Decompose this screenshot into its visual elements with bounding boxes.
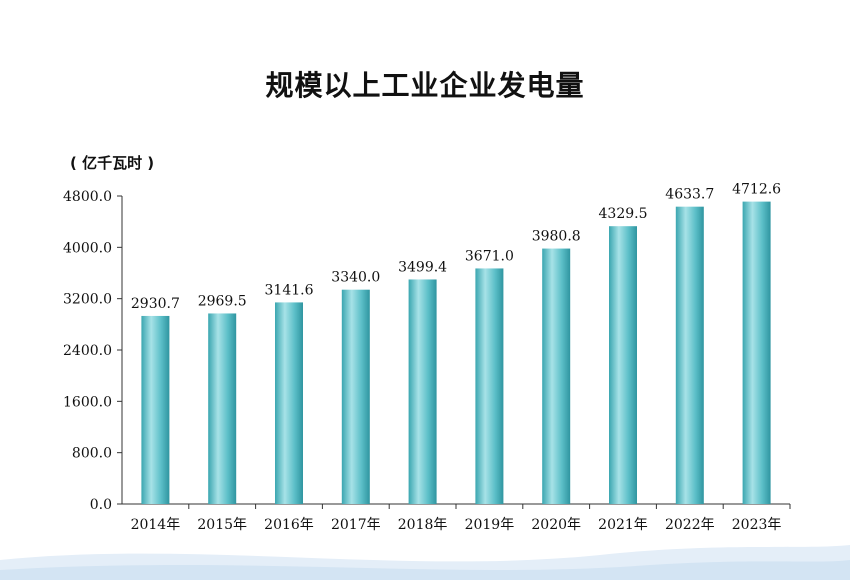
bar-value-label: 3980.8 <box>532 229 581 245</box>
bar-value-label: 4712.6 <box>732 182 781 198</box>
bar-value-label: 3671.0 <box>465 248 514 264</box>
y-tick-label: 4800.0 <box>63 189 112 205</box>
chart-title: 规模以上工业企业发电量 <box>265 69 585 102</box>
y-tick-label: 2400.0 <box>63 343 112 359</box>
bar-value-label: 3141.6 <box>265 282 314 298</box>
x-tick-label: 2019年 <box>465 517 515 533</box>
footer-wave-decoration <box>0 545 850 580</box>
x-tick-label: 2022年 <box>665 517 715 533</box>
y-tick-label: 0.0 <box>90 497 112 513</box>
y-tick-label: 1600.0 <box>63 394 112 410</box>
bar-value-label: 4329.5 <box>599 206 648 222</box>
bar-2014年 <box>141 315 170 504</box>
bar-2019年 <box>475 268 504 504</box>
bar-value-label: 3340.0 <box>331 270 380 286</box>
bar-2018年 <box>408 279 437 504</box>
x-tick-label: 2016年 <box>264 517 314 533</box>
x-tick-label: 2014年 <box>131 517 181 533</box>
bar-2020年 <box>542 248 571 504</box>
x-tick-label: 2017年 <box>331 517 381 533</box>
bar-value-label: 4633.7 <box>665 187 714 203</box>
x-tick-label: 2023年 <box>732 517 782 533</box>
y-tick-label: 4000.0 <box>63 240 112 256</box>
bar-value-label: 2930.7 <box>131 296 180 312</box>
bar-2015年 <box>208 313 237 504</box>
y-tick-label: 3200.0 <box>63 292 112 308</box>
bar-value-label: 2969.5 <box>198 293 247 309</box>
bar-value-label: 3499.4 <box>398 259 447 275</box>
bar-2017年 <box>341 289 370 504</box>
x-tick-label: 2018年 <box>398 517 448 533</box>
y-axis-unit-label: ( 亿千瓦时 ) <box>70 154 155 172</box>
bar-2021年 <box>609 226 637 504</box>
x-tick-label: 2020年 <box>531 517 581 533</box>
x-tick-label: 2015年 <box>197 517 247 533</box>
bar-2022年 <box>675 206 704 505</box>
bar-2016年 <box>275 302 303 504</box>
bar-2023年 <box>742 201 771 505</box>
y-tick-label: 800.0 <box>72 446 112 462</box>
x-tick-label: 2021年 <box>598 517 648 533</box>
